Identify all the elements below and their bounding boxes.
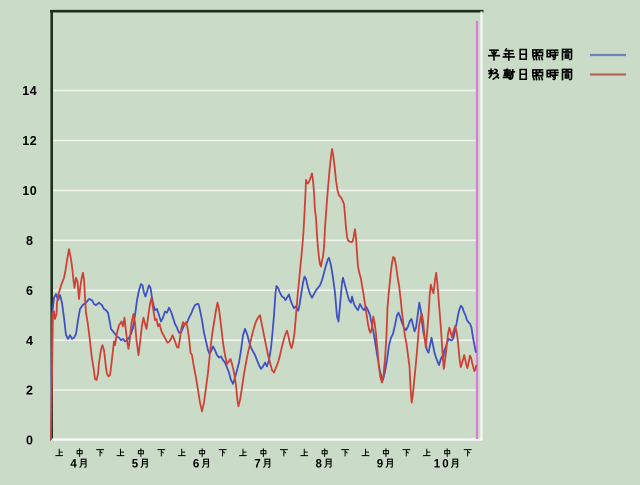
- svg-text:7: 7: [254, 459, 262, 471]
- svg-text:10: 10: [434, 459, 451, 471]
- svg-text:9: 9: [377, 459, 385, 471]
- svg-text:4: 4: [70, 459, 78, 471]
- svg-text:10: 10: [22, 184, 37, 198]
- svg-text:5: 5: [132, 459, 140, 471]
- svg-text:6: 6: [193, 459, 201, 471]
- svg-text:6: 6: [26, 284, 34, 298]
- svg-text:0: 0: [26, 434, 34, 448]
- svg-text:2: 2: [26, 384, 34, 398]
- svg-text:14: 14: [22, 84, 37, 98]
- svg-text:8: 8: [26, 234, 34, 248]
- svg-text:8: 8: [315, 459, 323, 471]
- svg-text:4: 4: [26, 334, 34, 348]
- svg-text:12: 12: [22, 134, 37, 148]
